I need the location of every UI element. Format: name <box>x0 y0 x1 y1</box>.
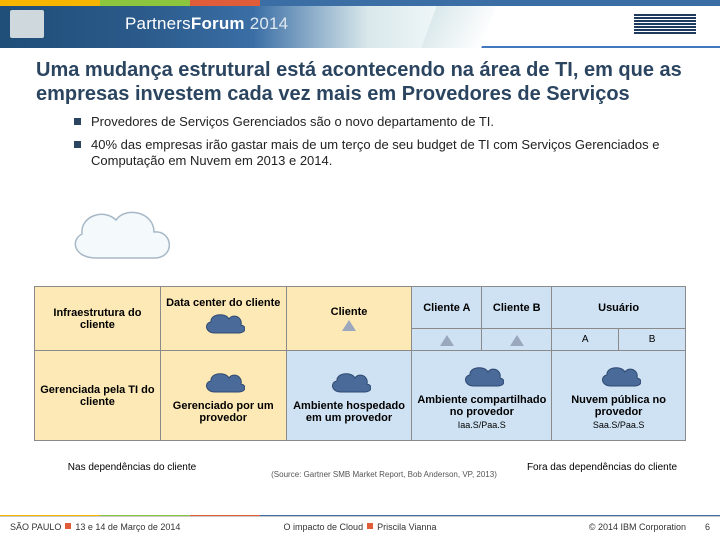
footer-copyright: © 2014 IBM Corporation <box>589 522 686 532</box>
cell-hosted: Ambiente hospedado em um provedor <box>286 351 412 441</box>
cell-cliente-a: Cliente A <box>412 287 482 329</box>
cell-text: Infraestrutura do cliente <box>53 307 141 331</box>
cell-subtext: Iaa.S/Paa.S <box>414 420 549 430</box>
cell-triangle <box>482 329 552 351</box>
cell-text: Ambiente compartilhado no provedor <box>417 394 546 418</box>
bullet-item: 40% das empresas irão gastar mais de um … <box>74 137 684 170</box>
cell-text: Ambiente hospedado em um provedor <box>293 400 405 424</box>
slide-header: PartnersForum 2014 <box>0 0 720 48</box>
slide-footer: SÃO PAULO13 e 14 de Março de 2014 O impa… <box>0 516 720 540</box>
cloud-mini-icon <box>597 364 641 390</box>
triangle-icon <box>342 320 356 331</box>
cell-text: Data center do cliente <box>166 297 280 309</box>
triangle-icon <box>510 335 524 346</box>
cell-public: Nuvem pública no provedor Saa.S/Paa.S <box>552 351 686 441</box>
cloud-mini-icon <box>327 370 371 396</box>
cloud-mini-icon <box>460 364 504 390</box>
slide-title: Uma mudança estrutural está acontecendo … <box>36 58 684 106</box>
cell-triangle <box>412 329 482 351</box>
brand-thin: Partners <box>125 14 191 33</box>
off-premises-label: Fora das dependências do cliente <box>522 462 682 473</box>
bullet-item: Provedores de Serviços Gerenciados são o… <box>74 114 684 131</box>
table-row-header: Infraestrutura do cliente Data center do… <box>35 287 686 329</box>
footer-topic: O impacto de Cloud <box>284 522 364 532</box>
table-row-bottom: Gerenciada pela TI do cliente Gerenciado… <box>35 351 686 441</box>
bullet-square-icon <box>74 118 81 125</box>
cloud-mini-icon <box>201 311 245 337</box>
cell-text: Cliente <box>331 306 368 318</box>
triangle-icon <box>440 335 454 346</box>
cell-infra: Infraestrutura do cliente <box>35 287 161 351</box>
bullet-list: Provedores de Serviços Gerenciados são o… <box>74 114 684 170</box>
cell-datacenter: Data center do cliente <box>160 287 286 351</box>
cloud-mini-icon <box>201 370 245 396</box>
header-title: PartnersForum 2014 <box>125 14 288 34</box>
cell-cliente: Cliente <box>286 287 412 351</box>
square-separator-icon <box>367 523 373 529</box>
bullet-text: 40% das empresas irão gastar mais de um … <box>91 137 684 170</box>
deployment-table: Infraestrutura do cliente Data center do… <box>34 286 686 441</box>
ibm-logo-icon <box>634 14 696 36</box>
cell-cliente-b: Cliente B <box>482 287 552 329</box>
header-color-strip <box>0 0 720 6</box>
cell-text: Nuvem pública no provedor <box>571 394 666 418</box>
header-monument-image <box>10 10 44 38</box>
cell-subtext: Saa.S/Paa.S <box>554 420 683 430</box>
brand-bold: Forum <box>191 14 245 33</box>
bullet-square-icon <box>74 141 81 148</box>
bullet-text: Provedores de Serviços Gerenciados são o… <box>91 114 494 131</box>
cell-usuario: Usuário <box>552 287 686 329</box>
on-premises-label: Nas dependências do cliente <box>42 462 222 473</box>
source-citation: (Source: Gartner SMB Market Report, Bob … <box>234 470 534 479</box>
cell-mgd-client: Gerenciada pela TI do cliente <box>35 351 161 441</box>
brand-year: 2014 <box>250 14 289 33</box>
cell-shared: Ambiente compartilhado no provedor Iaa.S… <box>412 351 552 441</box>
cell-b: B <box>619 329 686 351</box>
footer-author: Priscila Vianna <box>377 522 436 532</box>
page-number: 6 <box>705 522 710 532</box>
cell-mgd-provider: Gerenciado por um provedor <box>160 351 286 441</box>
cell-text: Gerenciado por um provedor <box>173 400 274 424</box>
cell-a: A <box>552 329 619 351</box>
large-cloud-icon <box>60 198 180 272</box>
